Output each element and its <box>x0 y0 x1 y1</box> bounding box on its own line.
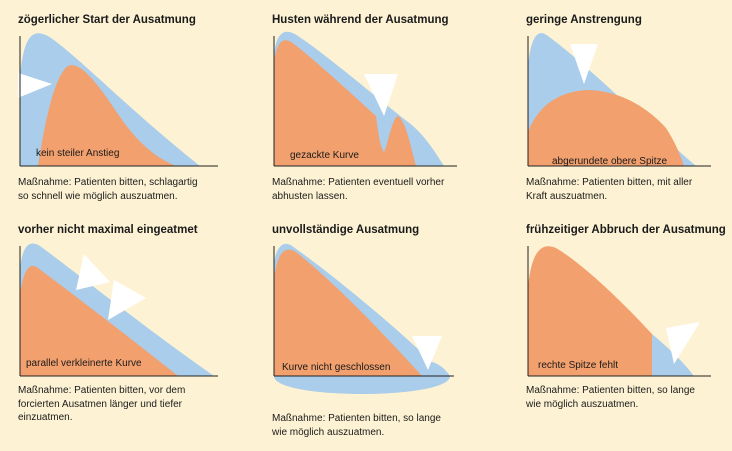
arrow-icon <box>108 280 146 320</box>
measure-line: Maßnahme: Patienten bitten, mit aller <box>526 177 693 188</box>
measure-line: so schnell wie möglich auszuatmen. <box>18 190 178 202</box>
measure-line: Maßnahme: Patienten bitten, so lange <box>272 413 441 424</box>
measure-line: forcierten Ausatmen länger und tiefer <box>18 398 182 410</box>
arrow-icon <box>18 72 52 98</box>
panel-title: unvollständige Ausatmung <box>272 224 420 236</box>
measure-line: abhusten lassen. <box>272 190 348 202</box>
measure-text: Maßnahme: Patienten bitten, so lange wie… <box>272 412 487 439</box>
panel-hesitant-start: zögerlicher Start der Ausatmung kein ste… <box>18 14 243 239</box>
measure-line: einzuatmen. <box>18 412 73 423</box>
measured-curve <box>274 249 422 376</box>
measured-curve <box>38 65 176 166</box>
measure-line: wie möglich auszuatmen. <box>526 398 639 410</box>
flow-volume-plot <box>273 243 454 394</box>
curve-label: Kurve nicht geschlossen <box>282 362 391 373</box>
panel-title: zögerlicher Start der Ausatmung <box>18 14 196 26</box>
panel-title: frühzeitiger Abbruch der Ausatmung <box>526 224 726 236</box>
curve-label: rechte Spitze fehlt <box>538 360 619 371</box>
measure-text: Maßnahme: Patienten bitten, mit aller Kr… <box>526 176 732 203</box>
curve-label: kein steiler Anstieg <box>36 148 120 159</box>
measure-text: Maßnahme: Patienten eventuell vorher abh… <box>272 176 487 203</box>
panel-early-stop: frühzeitiger Abbruch der Ausatmung recht… <box>526 224 732 449</box>
arrow-icon <box>412 336 442 370</box>
measure-text: Maßnahme: Patienten bitten, so lange wie… <box>526 384 732 411</box>
arrow-icon <box>570 44 598 84</box>
flow-volume-plot <box>18 33 218 167</box>
flow-volume-plot <box>273 31 457 167</box>
panel-low-effort: geringe Anstrengung abgerundete obere Sp… <box>526 14 732 239</box>
flow-volume-plot <box>527 33 711 167</box>
curve-label: parallel verkleinerte Kurve <box>26 358 142 369</box>
curve-label: gezackte Kurve <box>290 150 359 161</box>
panel-incomplete-inhalation: vorher nicht maximal eingeatmet parallel… <box>18 224 243 449</box>
panel-title: vorher nicht maximal eingeatmet <box>18 224 198 236</box>
panel-title: geringe Anstrengung <box>526 14 642 26</box>
measure-text: Maßnahme: Patienten bitten, vor dem forc… <box>18 384 233 425</box>
measure-line: Maßnahme: Patienten eventuell vorher <box>272 177 445 188</box>
panel-incomplete-exhalation: unvollständige Ausatmung Kurve nicht ges… <box>272 224 497 449</box>
measure-text: Maßnahme: Patienten bitten, schlagartig … <box>18 176 233 203</box>
measure-line: wie möglich auszuatmen. <box>272 426 385 438</box>
measured-curve <box>20 265 178 376</box>
measure-line: Maßnahme: Patienten bitten, so lange <box>526 385 695 396</box>
measure-line: Maßnahme: Patienten bitten, schlagartig <box>18 177 198 188</box>
curve-label: abgerundete obere Spitze <box>552 156 668 167</box>
flow-volume-plot <box>19 243 218 377</box>
panel-title: Husten während der Ausatmung <box>272 14 449 26</box>
flow-volume-plot <box>527 246 711 377</box>
arrow-icon <box>76 254 110 290</box>
arrow-icon <box>666 322 700 364</box>
measured-curve <box>274 40 416 166</box>
panel-cough: Husten während der Ausatmung gezackte Ku… <box>272 14 497 239</box>
measured-curve <box>528 90 684 166</box>
measure-line: Maßnahme: Patienten bitten, vor dem <box>18 385 186 396</box>
arrow-icon <box>364 74 398 116</box>
measure-line: Kraft auszuatmen. <box>526 190 608 202</box>
measured-curve <box>528 246 652 376</box>
